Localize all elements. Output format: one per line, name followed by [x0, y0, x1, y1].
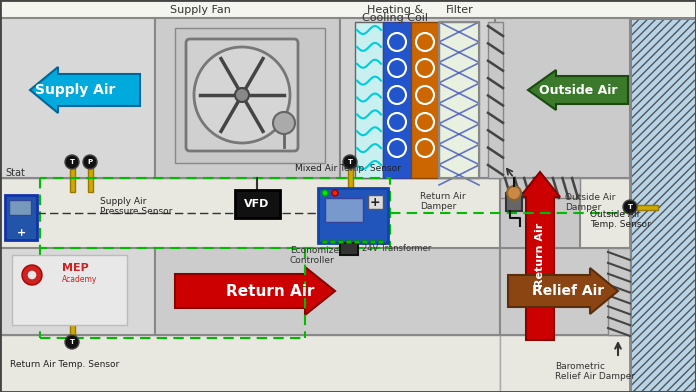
Text: T: T — [70, 339, 74, 345]
FancyArrow shape — [520, 172, 560, 340]
Text: Economizer
Controller: Economizer Controller — [290, 246, 343, 265]
Bar — [608, 248, 630, 335]
Bar — [340, 243, 358, 255]
Bar — [155, 248, 500, 335]
Text: Outside Air
Temp. Sensor: Outside Air Temp. Sensor — [590, 210, 651, 229]
Bar — [235, 190, 280, 218]
Bar — [0, 18, 630, 178]
Circle shape — [332, 190, 338, 196]
Text: Outside Air: Outside Air — [539, 83, 617, 96]
Circle shape — [22, 265, 42, 285]
Circle shape — [194, 47, 290, 143]
Bar — [495, 18, 630, 178]
Circle shape — [65, 335, 79, 349]
Circle shape — [235, 88, 249, 102]
Text: Return Air: Return Air — [535, 223, 545, 287]
Bar — [0, 178, 630, 248]
Bar — [5, 195, 37, 240]
Text: Mixed Air Temp. Sensor: Mixed Air Temp. Sensor — [295, 163, 401, 172]
Bar — [506, 193, 522, 211]
Bar — [330, 240, 335, 243]
Bar — [0, 248, 155, 335]
Text: +: + — [370, 196, 380, 209]
Text: Supply Air: Supply Air — [35, 83, 115, 97]
Bar — [488, 22, 503, 178]
FancyBboxPatch shape — [186, 39, 298, 151]
Bar — [500, 178, 580, 248]
Bar — [439, 22, 479, 178]
Text: VFD: VFD — [244, 199, 269, 209]
Circle shape — [322, 190, 328, 196]
FancyArrow shape — [175, 267, 335, 315]
Text: T: T — [347, 159, 352, 165]
Circle shape — [343, 155, 357, 169]
Text: Supply Air
Pressure Sensor: Supply Air Pressure Sensor — [100, 197, 173, 216]
Bar — [346, 240, 351, 243]
Bar — [322, 240, 327, 243]
Text: Heating &: Heating & — [367, 5, 423, 15]
Bar — [355, 22, 383, 178]
Bar — [383, 22, 411, 178]
Bar — [500, 248, 630, 335]
Text: Barometric
Relief Air Damper: Barometric Relief Air Damper — [555, 362, 635, 381]
Bar — [370, 240, 375, 243]
Bar — [348, 162, 353, 192]
Text: Filter: Filter — [446, 5, 474, 15]
Bar — [325, 198, 363, 222]
Circle shape — [83, 155, 97, 169]
Bar — [338, 240, 343, 243]
Circle shape — [623, 200, 637, 214]
Text: T: T — [70, 159, 74, 165]
Bar — [318, 188, 388, 243]
Text: Supply Fan: Supply Fan — [170, 5, 230, 15]
Bar — [70, 162, 75, 192]
Bar — [9, 200, 31, 215]
Text: MEP: MEP — [62, 263, 88, 273]
FancyArrow shape — [508, 268, 618, 314]
Bar — [500, 178, 580, 198]
Circle shape — [27, 270, 37, 280]
Text: Outside Air
Damper: Outside Air Damper — [565, 193, 615, 212]
Bar — [155, 18, 340, 178]
Bar — [0, 18, 155, 178]
Bar — [0, 335, 500, 392]
Bar — [439, 22, 479, 178]
Bar — [630, 18, 696, 392]
Circle shape — [507, 186, 521, 200]
Circle shape — [65, 155, 79, 169]
Bar — [630, 205, 658, 210]
Text: Return Air: Return Air — [226, 283, 314, 298]
Text: T: T — [628, 204, 633, 210]
FancyArrow shape — [528, 70, 628, 110]
Circle shape — [273, 112, 295, 134]
Bar — [0, 248, 630, 335]
Bar — [362, 240, 367, 243]
Bar — [378, 240, 383, 243]
Text: +: + — [17, 228, 26, 238]
Text: 24V Transformer: 24V Transformer — [362, 243, 432, 252]
Text: Return Air Temp. Sensor: Return Air Temp. Sensor — [10, 360, 119, 369]
Text: Return Air
Damper: Return Air Damper — [420, 192, 466, 211]
Bar — [630, 18, 696, 392]
Bar — [354, 240, 359, 243]
Bar — [70, 320, 75, 342]
Bar — [12, 255, 127, 325]
Text: Academy: Academy — [63, 276, 97, 285]
Text: Relief Air: Relief Air — [532, 284, 604, 298]
Text: Stat: Stat — [5, 168, 25, 178]
Bar — [175, 28, 325, 163]
Bar — [368, 195, 383, 209]
Bar — [411, 22, 439, 178]
Bar — [630, 18, 696, 392]
Bar — [88, 162, 93, 192]
Bar — [340, 18, 495, 178]
FancyArrow shape — [30, 67, 140, 113]
Text: P: P — [88, 159, 93, 165]
Bar — [500, 335, 630, 392]
Text: Cooling Coil: Cooling Coil — [362, 13, 428, 23]
